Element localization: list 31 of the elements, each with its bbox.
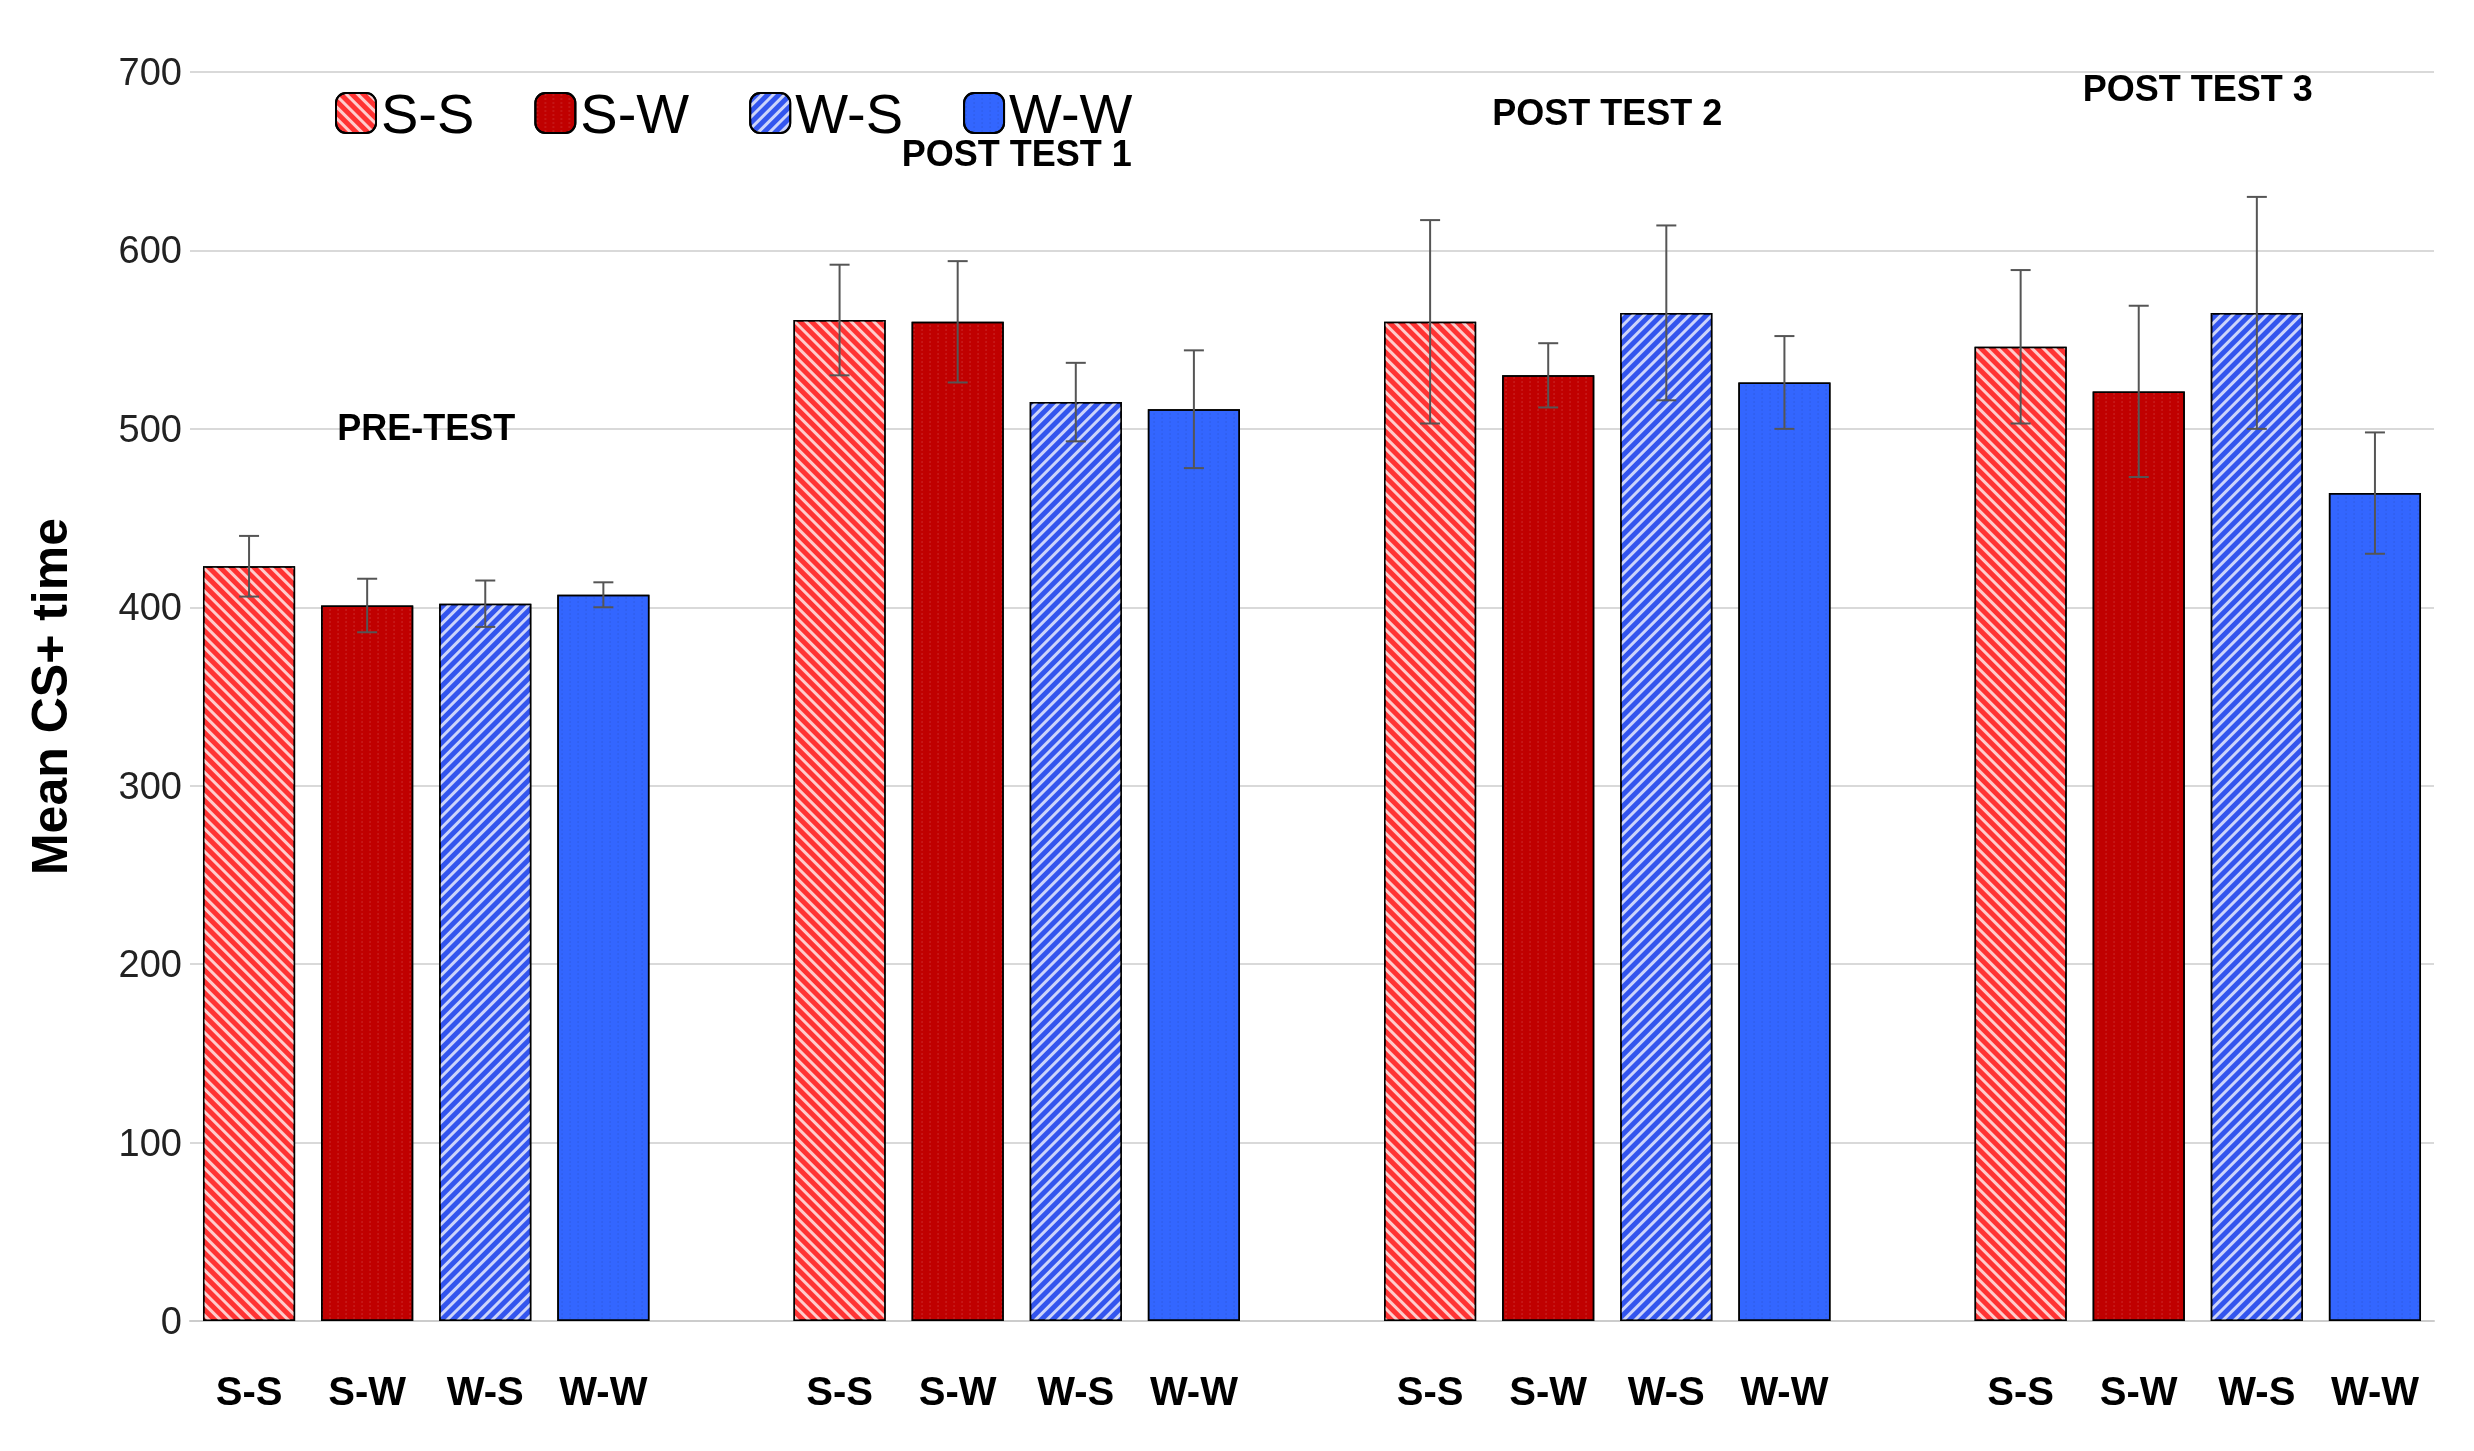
y-tick-label: 0 bbox=[160, 1300, 182, 1342]
x-tick-label: W-S bbox=[1627, 1369, 1705, 1413]
x-tick-label: W-S bbox=[446, 1369, 524, 1413]
legend-label: S-W bbox=[580, 81, 690, 145]
x-tick-label: W-W bbox=[1149, 1369, 1239, 1413]
x-tick-label: W-W bbox=[559, 1369, 648, 1413]
x-tick-label: S-W bbox=[1509, 1369, 1588, 1413]
annotation: PRE-TEST bbox=[337, 407, 516, 449]
annotation: POST TEST 2 bbox=[1492, 91, 1723, 133]
x-tick-label: S-W bbox=[2099, 1369, 2178, 1413]
x-tick-label: W-S bbox=[1037, 1369, 1115, 1413]
y-tick-label: 500 bbox=[118, 407, 182, 450]
legend-label: S-S bbox=[381, 81, 475, 145]
x-tick-label: S-S bbox=[1396, 1369, 1464, 1413]
x-tick-label: W-W bbox=[1740, 1369, 1829, 1413]
y-tick-label: 300 bbox=[118, 764, 182, 807]
annotation: POST TEST 3 bbox=[2082, 68, 2313, 110]
x-tick-label: S-S bbox=[215, 1369, 283, 1413]
y-tick-label: 400 bbox=[118, 586, 182, 629]
x-tick-label: W-W bbox=[2330, 1369, 2420, 1413]
x-tick-label: S-S bbox=[806, 1369, 873, 1413]
x-tick-label: W-S bbox=[2218, 1369, 2296, 1413]
x-tick-label: S-S bbox=[1987, 1369, 2054, 1413]
legend-label: W-S bbox=[795, 81, 904, 145]
y-axis-title: Mean CS+ time bbox=[22, 517, 78, 876]
y-tick-label: 600 bbox=[118, 229, 182, 272]
y-tick-label: 700 bbox=[118, 51, 182, 93]
y-tick-label: 100 bbox=[118, 1121, 182, 1164]
x-tick-label: S-W bbox=[918, 1369, 997, 1413]
y-tick-label: 200 bbox=[118, 943, 182, 986]
x-tick-label: S-W bbox=[328, 1369, 407, 1413]
